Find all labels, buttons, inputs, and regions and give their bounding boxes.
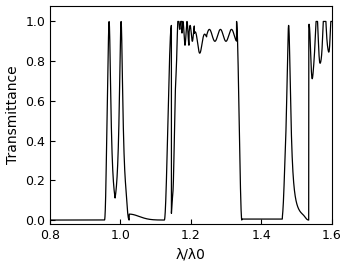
Y-axis label: Transmittance: Transmittance [6,65,19,164]
X-axis label: λ/λ0: λ/λ0 [176,248,206,261]
